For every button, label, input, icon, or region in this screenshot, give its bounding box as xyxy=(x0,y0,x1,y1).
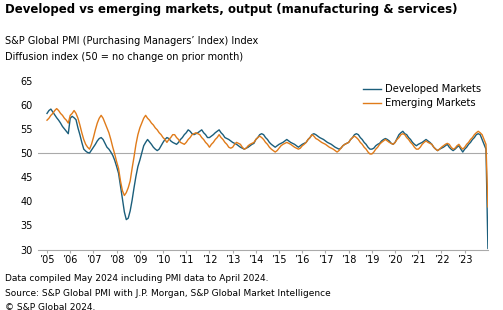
Emerging Markets xyxy=(388,141,394,145)
Developed Markets xyxy=(46,109,52,113)
Emerging Markets xyxy=(46,116,52,120)
Emerging Markets xyxy=(485,205,491,209)
Text: Diffusion index (50 = no change on prior month): Diffusion index (50 = no change on prior… xyxy=(5,52,243,62)
Line: Developed Markets: Developed Markets xyxy=(47,97,503,249)
Emerging Markets xyxy=(54,107,60,110)
Developed Markets xyxy=(502,95,503,99)
Emerging Markets xyxy=(400,132,406,135)
Text: Source: S&P Global PMI with J.P. Morgan, S&P Global Market Intelligence: Source: S&P Global PMI with J.P. Morgan,… xyxy=(5,289,331,298)
Text: Data compiled May 2024 including PMI data to April 2024.: Data compiled May 2024 including PMI dat… xyxy=(5,274,269,283)
Developed Markets xyxy=(44,112,50,115)
Line: Emerging Markets: Emerging Markets xyxy=(47,108,503,207)
Developed Markets xyxy=(386,139,392,143)
Developed Markets xyxy=(485,247,491,250)
Developed Markets xyxy=(398,131,404,135)
Text: S&P Global PMI (Purchasing Managers’ Index) Index: S&P Global PMI (Purchasing Managers’ Ind… xyxy=(5,36,258,46)
Legend: Developed Markets, Emerging Markets: Developed Markets, Emerging Markets xyxy=(361,82,483,110)
Emerging Markets xyxy=(44,118,50,122)
Emerging Markets xyxy=(390,143,396,146)
Text: Developed vs emerging markets, output (manufacturing & services): Developed vs emerging markets, output (m… xyxy=(5,3,458,16)
Text: © S&P Global 2024.: © S&P Global 2024. xyxy=(5,303,96,310)
Developed Markets xyxy=(388,141,394,145)
